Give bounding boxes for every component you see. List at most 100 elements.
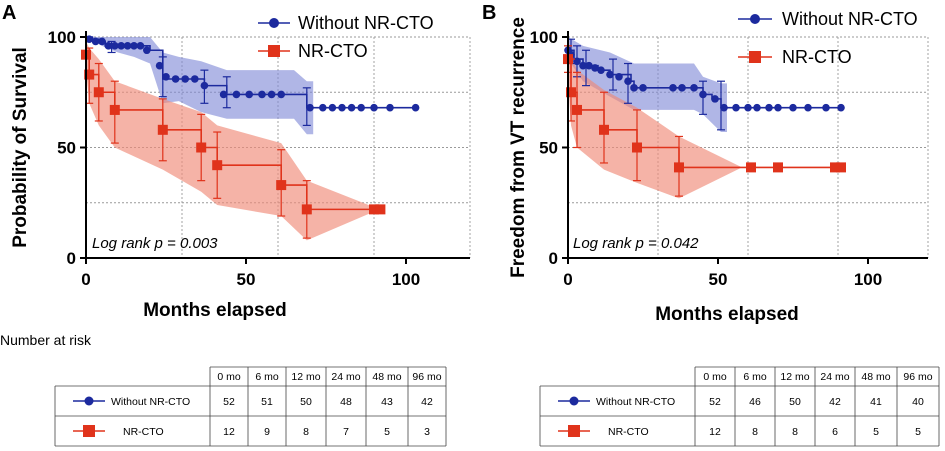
data-point-without-nr-cto — [136, 42, 145, 50]
data-point-nr-cto — [301, 204, 312, 215]
data-point-without-nr-cto — [98, 37, 106, 46]
x-tick-label: 0 — [81, 270, 90, 289]
ci-band-nr-cto — [568, 41, 742, 199]
table-cell: 5 — [873, 426, 879, 438]
data-point-without-nr-cto — [774, 103, 782, 112]
table-cell: 9 — [264, 426, 270, 438]
x-axis-title: Months elapsed — [655, 304, 799, 325]
data-point-without-nr-cto — [191, 75, 199, 83]
data-point-without-nr-cto — [624, 77, 632, 85]
data-point-without-nr-cto — [347, 103, 356, 112]
table-header: 24 mo — [331, 371, 360, 383]
log-rank-annotation: Log rank p = 0.042 — [573, 235, 699, 252]
ci-band-without-nr-cto — [86, 37, 314, 135]
table-cell: 40 — [912, 396, 924, 408]
data-point-without-nr-cto — [104, 42, 113, 50]
risk-table-b: 0 mo 6 mo 12 mo 24 mo 48 mo 96 mo Without NR-C… — [539, 366, 940, 447]
data-point-without-nr-cto — [338, 103, 346, 112]
data-point-nr-cto — [836, 162, 846, 173]
table-cell: 8 — [303, 426, 309, 438]
table-header: 6 mo — [255, 371, 279, 383]
data-point-nr-cto — [632, 142, 642, 153]
table-header: 96 mo — [903, 371, 932, 383]
data-point-without-nr-cto — [789, 103, 797, 112]
data-point-nr-cto — [599, 124, 609, 135]
data-point-nr-cto — [157, 124, 168, 135]
legend-label-without-nr-cto: Without NR-CTO — [298, 13, 434, 33]
data-point-without-nr-cto — [804, 103, 812, 112]
data-point-without-nr-cto — [744, 103, 752, 112]
x-tick-label: 100 — [854, 270, 882, 289]
table-cell: 5 — [915, 426, 921, 438]
data-point-without-nr-cto — [111, 42, 119, 50]
data-point-without-nr-cto — [639, 84, 647, 92]
table-header: 6 mo — [743, 371, 767, 383]
legend-marker-nr-cto — [268, 45, 280, 57]
x-tick-label: 100 — [392, 270, 420, 289]
table-header: 0 mo — [703, 371, 727, 383]
table-cell: 6 — [832, 426, 838, 438]
data-point-nr-cto — [212, 160, 223, 171]
data-point-without-nr-cto — [765, 103, 773, 112]
data-point-nr-cto — [369, 204, 379, 215]
data-point-without-nr-cto — [732, 103, 740, 112]
data-point-without-nr-cto — [219, 90, 228, 99]
data-point-without-nr-cto — [245, 90, 253, 99]
data-point-without-nr-cto — [267, 90, 276, 99]
data-point-nr-cto — [674, 162, 684, 173]
table-row-label-nr-cto: NR-CTO — [608, 426, 649, 438]
data-point-nr-cto — [566, 87, 576, 98]
y-tick-label: 50 — [539, 139, 558, 158]
table-cell: 52 — [709, 396, 721, 408]
table-header: 96 mo — [412, 371, 441, 383]
data-point-without-nr-cto — [837, 103, 845, 112]
y-tick-label: 100 — [48, 28, 76, 47]
panel-letter: B — [482, 2, 496, 24]
legend-label-without-nr-cto: Without NR-CTO — [782, 9, 918, 29]
data-point-nr-cto — [830, 162, 840, 173]
table-cell: 8 — [792, 426, 798, 438]
data-point-without-nr-cto — [597, 66, 605, 74]
table-cell: 12 — [223, 426, 235, 438]
data-point-without-nr-cto — [579, 61, 587, 70]
legend-label-nr-cto: NR-CTO — [782, 47, 852, 67]
table-cell: 48 — [340, 396, 352, 408]
x-tick-label: 50 — [237, 270, 256, 289]
table-cell: 41 — [870, 396, 882, 408]
table-header: 12 mo — [291, 371, 320, 383]
data-point-without-nr-cto — [357, 103, 366, 112]
data-point-without-nr-cto — [155, 61, 164, 70]
data-point-without-nr-cto — [232, 90, 241, 99]
data-point-without-nr-cto — [753, 103, 761, 112]
table-cell: 3 — [424, 426, 430, 438]
data-point-without-nr-cto — [306, 103, 314, 112]
table-legend-marker-without-nr-cto — [569, 396, 579, 406]
data-point-without-nr-cto — [130, 42, 138, 50]
y-tick-label: 50 — [57, 139, 76, 158]
data-point-without-nr-cto — [720, 103, 728, 112]
legend-marker-without-nr-cto — [269, 18, 279, 28]
data-point-nr-cto — [93, 87, 104, 98]
y-tick-label: 0 — [67, 249, 76, 268]
data-point-without-nr-cto — [386, 103, 394, 112]
data-point-without-nr-cto — [181, 75, 189, 83]
y-axis-title: Freedom from VT recurrence — [508, 17, 529, 278]
table-header: 48 mo — [372, 371, 401, 383]
y-axis-title: Probability of Survival — [10, 47, 31, 248]
table-cell: 42 — [829, 396, 841, 408]
table-cell: 42 — [421, 396, 433, 408]
data-point-without-nr-cto — [690, 84, 698, 92]
legend-marker-without-nr-cto — [750, 14, 760, 24]
table-legend-marker-nr-cto — [568, 425, 580, 437]
data-point-without-nr-cto — [370, 103, 378, 112]
data-point-nr-cto — [773, 162, 783, 173]
x-tick-label: 0 — [563, 270, 572, 289]
x-tick-label: 50 — [709, 270, 728, 289]
data-point-without-nr-cto — [699, 90, 707, 99]
table-row-label-without-nr-cto: Without NR-CTO — [596, 396, 675, 408]
data-point-without-nr-cto — [91, 37, 100, 46]
data-point-nr-cto — [572, 104, 582, 115]
data-point-nr-cto — [276, 180, 287, 191]
data-point-without-nr-cto — [678, 84, 686, 92]
data-point-without-nr-cto — [85, 35, 93, 44]
